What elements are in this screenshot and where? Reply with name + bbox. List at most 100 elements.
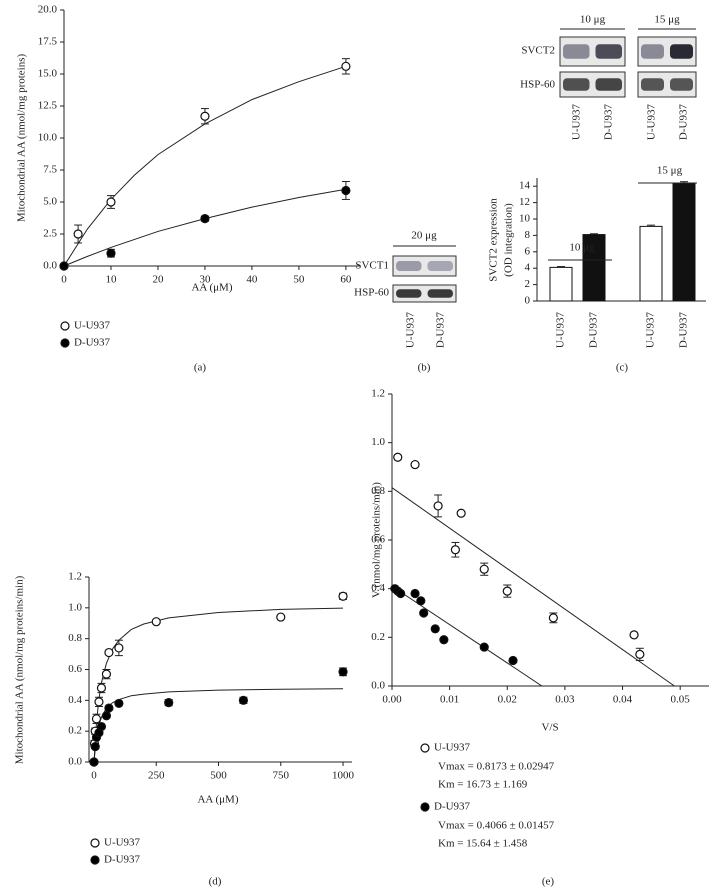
data-point <box>114 698 124 709</box>
data-point <box>479 564 489 574</box>
hsp60-blot-band <box>670 78 693 91</box>
panel-label: (d) <box>209 876 222 888</box>
x-tick-label: 10 <box>105 274 117 286</box>
lane-label: U-U937 <box>646 104 658 141</box>
data-point <box>104 703 114 713</box>
y-tick-label: 0.2 <box>371 631 385 643</box>
y-tick-label: 0.2 <box>68 725 82 737</box>
x-tick-label: D-U937 <box>678 312 690 349</box>
lane-label: D-U937 <box>603 104 615 141</box>
y-tick-label: 7.5 <box>43 164 57 176</box>
data-point <box>104 647 114 658</box>
lane-label: U-U937 <box>405 312 417 349</box>
x-tick-label: 0.02 <box>498 694 517 706</box>
fit-statistic: Vmax = 0.4066 ± 0.01457 <box>438 820 555 832</box>
y-tick-label: 1.2 <box>68 571 82 583</box>
y-tick-label: 0.4 <box>371 582 385 594</box>
svct2-blot-band <box>641 44 664 59</box>
hsp60-blot-band <box>595 78 622 91</box>
data-point <box>96 683 107 693</box>
y-tick-label: 1.0 <box>68 601 82 613</box>
x-tick-label: D-U937 <box>588 312 600 349</box>
y-tick-label: 20.0 <box>38 4 58 16</box>
y-tick-label: 1.0 <box>371 436 385 448</box>
panel-label: (c) <box>616 362 629 374</box>
fit-curve <box>391 487 675 687</box>
data-point <box>238 695 249 705</box>
data-point <box>91 714 102 724</box>
y-axis-label: (OD integration) <box>503 203 515 277</box>
legend-symbol <box>90 838 100 848</box>
bar <box>672 183 696 302</box>
fit-curve <box>391 585 543 687</box>
legend-label: D-U937 <box>74 337 111 349</box>
data-point <box>508 655 518 666</box>
x-tick-label: 40 <box>246 274 258 286</box>
y-axis-label: Mitochondrial AA (nmol/mg proteins/min) <box>14 575 26 764</box>
panel-label: (b) <box>418 362 431 374</box>
legend-label: D-U937 <box>434 801 471 813</box>
hsp60-blot-band <box>396 289 422 298</box>
group-label: 15 μg <box>657 165 683 177</box>
lane-label: D-U937 <box>435 312 447 349</box>
svct2-blot-band <box>595 44 622 59</box>
data-point <box>456 508 466 518</box>
y-tick-label: 17.5 <box>38 36 58 48</box>
y-axis-label: SVCT2 expression <box>488 198 500 282</box>
y-tick-label: 0.6 <box>68 663 82 675</box>
fit-curve <box>63 188 346 267</box>
y-tick-label: 12.5 <box>38 100 58 112</box>
legend-symbol <box>420 802 430 812</box>
data-point <box>410 588 420 599</box>
data-point <box>276 612 286 622</box>
x-tick-label: 0.01 <box>440 694 459 706</box>
legend-label: U-U937 <box>74 320 111 332</box>
y-tick-label: 14 <box>519 180 531 192</box>
data-point <box>90 741 100 752</box>
y-tick-label: 2 <box>525 278 531 290</box>
data-point <box>200 111 210 121</box>
x-tick-label: 500 <box>210 770 227 782</box>
group-label: 10 μg <box>569 242 595 254</box>
amount-label: 15 μg <box>654 14 680 26</box>
fit-curve <box>93 607 344 763</box>
data-point <box>416 596 426 606</box>
y-tick-label: 0.8 <box>68 632 82 644</box>
y-tick-label: 5.0 <box>43 196 57 208</box>
data-point <box>439 635 449 645</box>
y-tick-label: 0.6 <box>371 534 385 546</box>
y-tick-label: 12 <box>519 196 530 208</box>
x-tick-label: 0.04 <box>613 694 633 706</box>
data-point <box>338 591 348 601</box>
x-tick-label: 0 <box>61 274 67 286</box>
panel-label: (a) <box>194 362 207 374</box>
y-tick-label: 10 <box>519 213 531 225</box>
legend-label: U-U937 <box>434 742 471 754</box>
y-tick-label: 0.0 <box>371 680 385 692</box>
data-point <box>396 588 406 599</box>
data-point <box>101 669 112 679</box>
data-point <box>450 545 460 555</box>
hsp60-blot-band <box>427 289 453 298</box>
x-tick-label: 60 <box>340 274 352 286</box>
data-point <box>629 630 639 640</box>
fit-curve <box>93 688 344 763</box>
x-axis-label: V/S <box>541 722 558 734</box>
data-point <box>73 229 83 239</box>
data-point <box>338 667 348 677</box>
legend-symbol <box>90 855 100 865</box>
data-point <box>341 185 351 196</box>
row-label: HSP-60 <box>520 79 555 91</box>
data-point <box>479 642 489 652</box>
data-point <box>96 721 107 732</box>
data-point <box>635 649 645 659</box>
legend-label: D-U937 <box>104 854 141 866</box>
bar <box>549 266 573 302</box>
svct1-blot-band <box>396 261 422 271</box>
svct2-blot-band <box>670 44 693 59</box>
legend-symbol <box>60 338 70 348</box>
data-point <box>200 214 210 224</box>
x-tick-label: 1000 <box>332 770 355 782</box>
x-tick-label: 0 <box>91 770 97 782</box>
x-tick-label: 50 <box>293 274 305 286</box>
